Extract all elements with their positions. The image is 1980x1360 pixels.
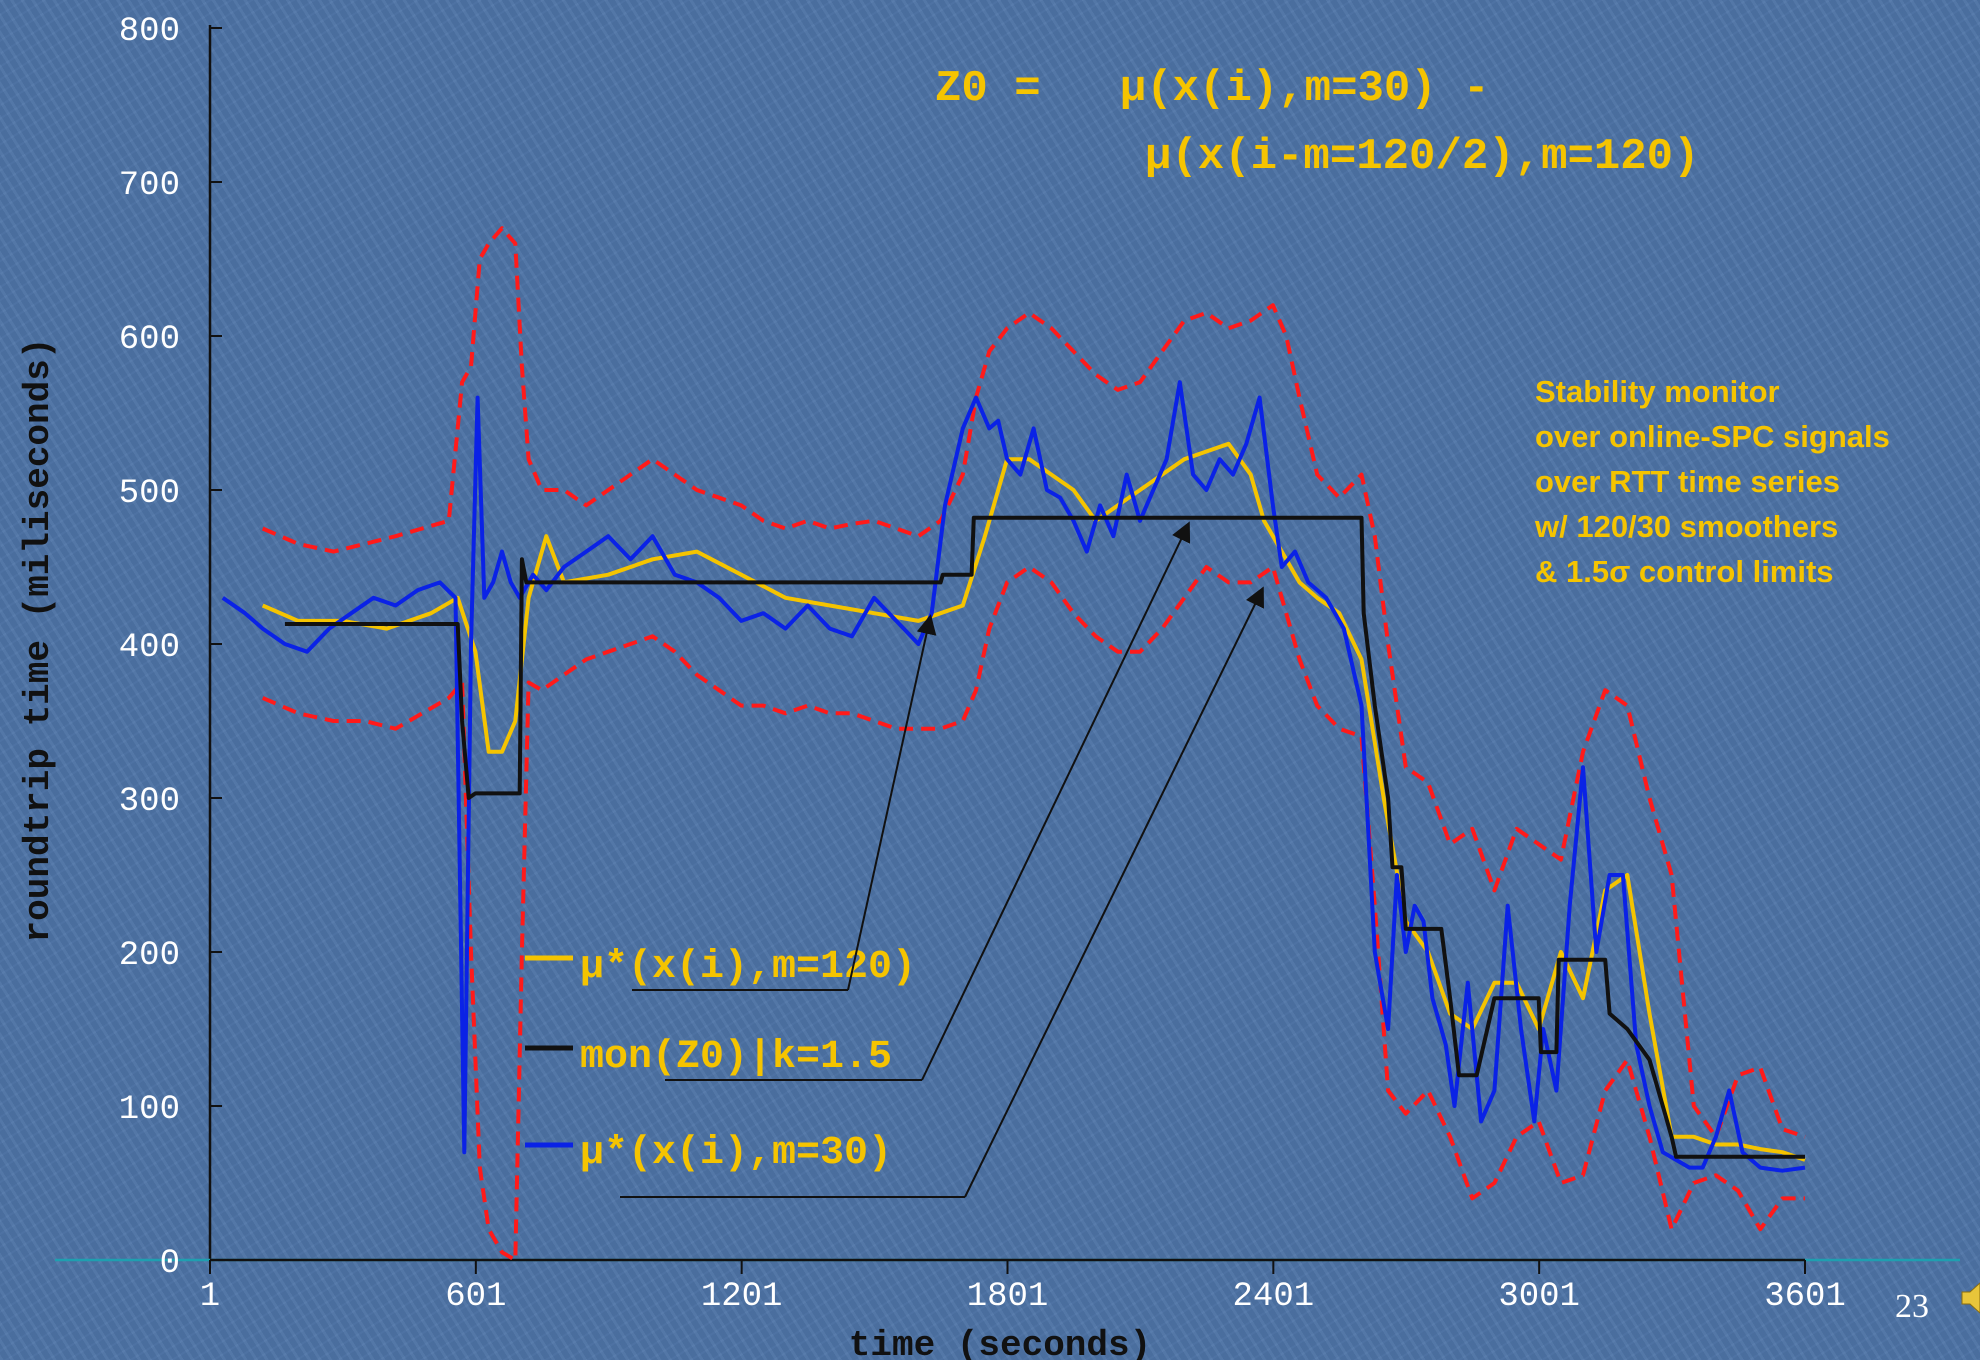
y-tick-label: 500 bbox=[119, 475, 180, 513]
formula-line-2: μ(x(i-m=120/2),m=120) bbox=[1145, 132, 1700, 182]
formula-line-1: Z0 = μ(x(i),m=30) - bbox=[935, 64, 1490, 114]
series-mon-line bbox=[284, 515, 1805, 1159]
series-lower-limit-line bbox=[261, 565, 1805, 1262]
x-tick-label: 3601 bbox=[1764, 1278, 1846, 1316]
leader-arrow-m30 bbox=[964, 586, 1264, 1198]
series-layer bbox=[221, 226, 1806, 1262]
y-axis-title: roundtrip time (miliseconds) bbox=[18, 338, 59, 943]
x-tick-label: 1801 bbox=[967, 1278, 1049, 1316]
y-tick-label: 400 bbox=[119, 629, 180, 667]
annotation-line-5: & 1.5σ control limits bbox=[1535, 554, 1834, 589]
x-axis-title: time (seconds) bbox=[849, 1325, 1151, 1360]
slide-number: 23 bbox=[1895, 1288, 1929, 1325]
annotation-line-4: w/ 120/30 smoothers bbox=[1534, 509, 1838, 544]
x-tick-label: 2401 bbox=[1233, 1278, 1315, 1316]
legend-label-m30: μ*(x(i),m=30) bbox=[580, 1131, 892, 1176]
series-upper-limit-line bbox=[261, 226, 1806, 1139]
leader-arrow-mon bbox=[921, 521, 1191, 1081]
legend: μ*(x(i),m=120) mon(Z0)|k=1.5 μ*(x(i),m=3… bbox=[525, 521, 1264, 1198]
annotation-line-1: Stability monitor bbox=[1535, 374, 1780, 409]
stability-annotation: Stability monitor over online-SPC signal… bbox=[1534, 374, 1890, 589]
y-tick-label: 700 bbox=[119, 167, 180, 205]
y-tick-label: 200 bbox=[119, 937, 180, 975]
x-tick-label: 3001 bbox=[1498, 1278, 1580, 1316]
y-tick-label: 0 bbox=[160, 1245, 180, 1283]
x-tick-label: 601 bbox=[445, 1278, 506, 1316]
y-axis-ticks: 0 100 200 300 400 500 600 700 800 bbox=[119, 13, 222, 1283]
x-tick-label: 1201 bbox=[701, 1278, 783, 1316]
y-tick-label: 600 bbox=[119, 321, 180, 359]
annotation-line-3: over RTT time series bbox=[1535, 464, 1840, 499]
legend-item-m120: μ*(x(i),m=120) bbox=[525, 614, 937, 991]
y-tick-label: 800 bbox=[119, 13, 180, 51]
y-tick-label: 300 bbox=[119, 783, 180, 821]
leader-arrow-m120 bbox=[847, 614, 937, 991]
legend-label-m120: μ*(x(i),m=120) bbox=[580, 945, 916, 990]
series-m120-line bbox=[261, 441, 1806, 1162]
annotation-line-2: over online-SPC signals bbox=[1535, 419, 1890, 454]
speaker-icon[interactable] bbox=[1961, 1282, 1980, 1314]
legend-item-m30: μ*(x(i),m=30) bbox=[525, 586, 1264, 1198]
x-axis-ticks: 1 601 1201 1801 2401 3001 3601 bbox=[200, 1260, 1846, 1316]
x-tick-label: 1 bbox=[200, 1278, 220, 1316]
legend-label-mon: mon(Z0)|k=1.5 bbox=[580, 1035, 892, 1080]
series-m30-line bbox=[221, 380, 1806, 1173]
legend-item-mon: mon(Z0)|k=1.5 bbox=[525, 521, 1191, 1081]
y-tick-label: 100 bbox=[119, 1091, 180, 1129]
